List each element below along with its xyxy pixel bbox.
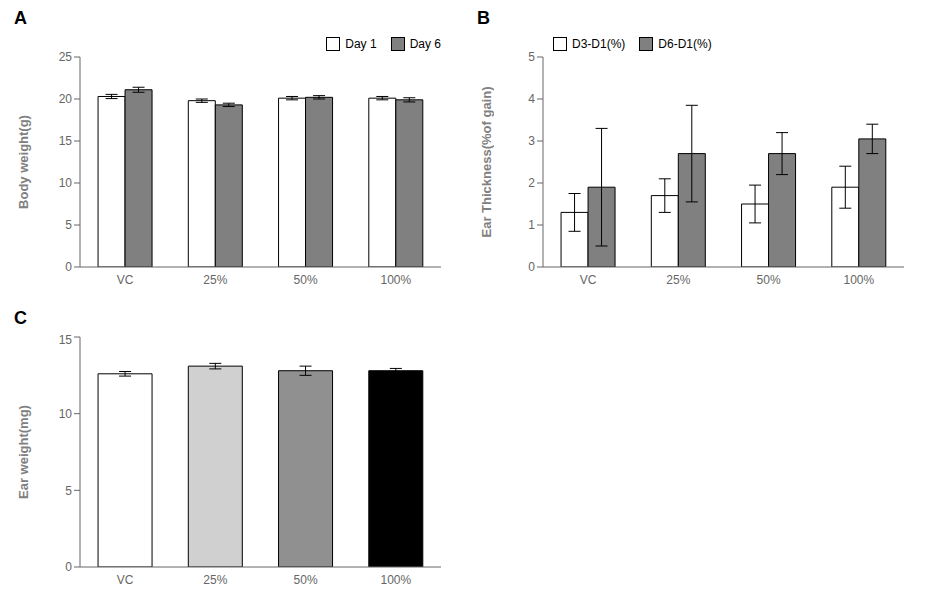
svg-text:15: 15: [59, 333, 73, 347]
svg-text:Ear weight(mg): Ear weight(mg): [16, 405, 31, 499]
svg-text:100%: 100%: [381, 273, 412, 287]
svg-text:10: 10: [59, 407, 73, 421]
svg-text:50%: 50%: [294, 273, 318, 287]
svg-text:Ear Thickness(%of gain): Ear Thickness(%of gain): [479, 87, 494, 238]
svg-text:25: 25: [59, 50, 73, 64]
svg-text:25%: 25%: [203, 273, 227, 287]
svg-text:3: 3: [528, 134, 535, 148]
svg-text:50%: 50%: [757, 273, 781, 287]
svg-text:0: 0: [528, 260, 535, 274]
svg-text:100%: 100%: [844, 273, 875, 287]
svg-text:2: 2: [528, 176, 535, 190]
svg-text:5: 5: [65, 484, 72, 498]
html-text:B: B: [477, 8, 490, 28]
svg-text:Body weight(g): Body weight(g): [16, 115, 31, 209]
svg-text:VC: VC: [117, 273, 134, 287]
html-text:Day 1: Day 1: [345, 37, 377, 51]
svg-text:25%: 25%: [666, 273, 690, 287]
svg-text:5: 5: [65, 218, 72, 232]
html-text:C: C: [14, 308, 27, 328]
svg-text:100%: 100%: [381, 573, 412, 587]
svg-text:5: 5: [528, 50, 535, 64]
svg-text:20: 20: [59, 92, 73, 106]
svg-text:4: 4: [528, 92, 535, 106]
svg-text:VC: VC: [117, 573, 134, 587]
svg-text:10: 10: [59, 176, 73, 190]
html-text:Day 6: Day 6: [409, 37, 441, 51]
svg-text:VC: VC: [580, 273, 597, 287]
html-text:D3-D1(%): D3-D1(%): [572, 37, 626, 51]
svg-text:25%: 25%: [203, 573, 227, 587]
html-text:D6-D1(%): D6-D1(%): [658, 37, 712, 51]
svg-text:50%: 50%: [294, 573, 318, 587]
svg-text:1: 1: [528, 218, 535, 232]
svg-text:0: 0: [65, 260, 72, 274]
html-text:A: A: [14, 8, 27, 28]
svg-text:15: 15: [59, 134, 73, 148]
svg-text:0: 0: [65, 560, 72, 574]
